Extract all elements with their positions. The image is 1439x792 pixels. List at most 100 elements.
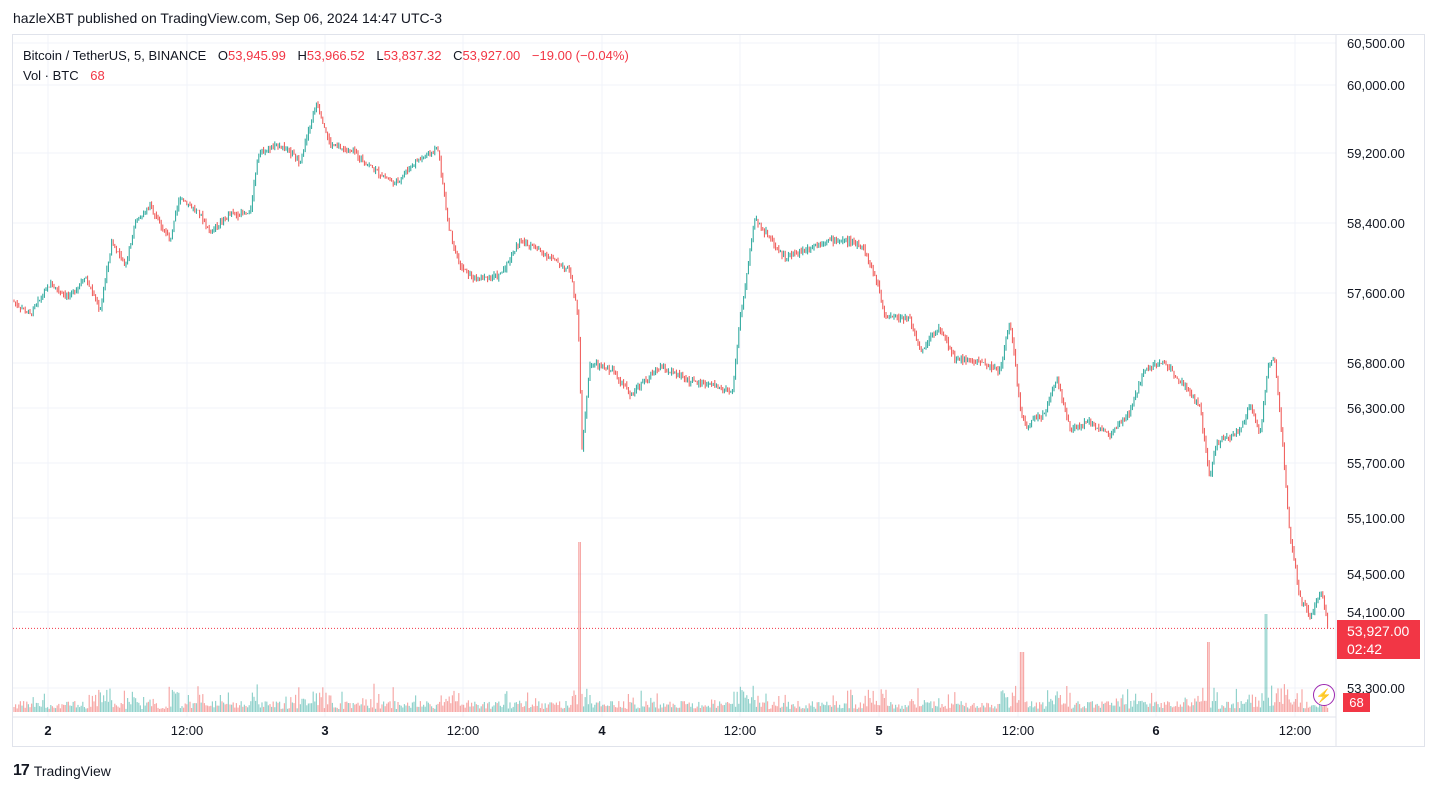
- volume-bar: [1224, 707, 1226, 712]
- volume-bar: [979, 707, 981, 712]
- volume-bar: [496, 703, 498, 712]
- volume-bar: [1120, 698, 1122, 712]
- volume-bar: [1175, 706, 1177, 712]
- footer-brand[interactable]: 17 TradingView: [13, 762, 111, 780]
- volume-bar: [128, 701, 130, 712]
- volume-bar: [205, 705, 207, 712]
- volume-bar: [1197, 695, 1199, 712]
- volume-bar: [885, 689, 887, 712]
- volume-bar: [781, 706, 783, 712]
- volume-bar: [1141, 700, 1143, 712]
- volume-bar: [541, 703, 543, 712]
- volume-bar: [275, 701, 277, 712]
- volume-bar: [1107, 701, 1109, 712]
- time-tick-label: 12:00: [1002, 723, 1035, 738]
- volume-bar: [485, 708, 487, 712]
- symbol-name[interactable]: Bitcoin / TetherUS, 5, BINANCE: [23, 48, 207, 63]
- volume-bar: [383, 701, 385, 712]
- volume-bar: [506, 691, 508, 712]
- volume-bar: [194, 703, 196, 712]
- volume-label[interactable]: Vol · BTC: [23, 68, 79, 83]
- price-tick-label: 57,600.00: [1347, 286, 1405, 301]
- volume-bar: [202, 694, 204, 712]
- volume-bar: [1163, 702, 1165, 712]
- volume-bar: [1235, 688, 1237, 712]
- volume-bar: [768, 709, 770, 712]
- volume-bar: [219, 695, 221, 712]
- volume-bar: [1291, 704, 1293, 712]
- volume-bar: [1143, 702, 1145, 712]
- volume-bar: [759, 702, 761, 712]
- volume-bar: [1064, 703, 1066, 712]
- volume-bar: [619, 706, 621, 712]
- volume-bar: [520, 703, 522, 712]
- volume-bar: [410, 707, 412, 712]
- volume-bar: [1171, 707, 1173, 712]
- volume-bar: [562, 708, 564, 712]
- volume-bar: [528, 708, 530, 712]
- volume-bar: [1267, 697, 1269, 712]
- volume-bar: [954, 692, 956, 712]
- volume-bar: [1179, 704, 1181, 712]
- volume-bar: [631, 702, 633, 712]
- volume-bar: [1288, 699, 1290, 712]
- volume-bar: [235, 703, 237, 712]
- close-label: C: [453, 48, 463, 63]
- volume-bar: [1213, 687, 1215, 712]
- volume-bar: [696, 706, 698, 712]
- volume-bar: [1272, 705, 1274, 712]
- volume-bar: [1029, 706, 1031, 712]
- price-tick-label: 53,300.00: [1347, 681, 1405, 696]
- volume-bar: [843, 703, 845, 712]
- time-tick-label: 12:00: [447, 723, 480, 738]
- publisher-line: hazleXBT published on TradingView.com, S…: [13, 10, 443, 26]
- volume-bar: [722, 705, 724, 712]
- volume-bar: [776, 706, 778, 712]
- volume-bar: [448, 696, 450, 712]
- volume-bar: [651, 702, 653, 712]
- volume-bar: [1034, 706, 1036, 712]
- chart-frame: [12, 34, 1425, 747]
- volume-bar: [240, 701, 242, 712]
- volume-bar: [317, 705, 319, 712]
- volume-bar: [960, 701, 962, 712]
- lightning-icon[interactable]: ⚡: [1313, 684, 1335, 706]
- volume-bar: [208, 706, 210, 712]
- volume-bar: [1099, 707, 1101, 712]
- bar-countdown: 02:42: [1347, 641, 1383, 657]
- volume-bar: [709, 707, 711, 712]
- volume-bar: [1047, 690, 1049, 712]
- volume-bar: [1178, 706, 1180, 712]
- volume-bar: [938, 698, 940, 712]
- volume-bar: [463, 704, 465, 712]
- volume-bar: [557, 705, 559, 712]
- volume-bar: [154, 704, 156, 712]
- volume-bar: [800, 708, 802, 712]
- volume-bar: [111, 700, 113, 712]
- volume-bar: [592, 707, 594, 712]
- volume-bar: [752, 685, 754, 712]
- volume-bar: [711, 699, 713, 712]
- volume-bar: [1216, 692, 1218, 712]
- volume-bar: [255, 700, 257, 712]
- volume-bar: [231, 704, 233, 712]
- volume-bar: [469, 706, 471, 712]
- volume-bar: [1087, 702, 1089, 712]
- volume-bar: [29, 707, 31, 712]
- volume-bar: [861, 708, 863, 712]
- volume-bar: [567, 705, 569, 712]
- volume-bar: [771, 704, 773, 712]
- volume-bar: [1109, 705, 1111, 712]
- volume-bar: [1237, 702, 1239, 712]
- volume-bar: [363, 705, 365, 712]
- volume-bar: [810, 705, 812, 712]
- volume-bar: [991, 704, 993, 712]
- volume-bar: [888, 706, 890, 712]
- volume-bar: [455, 701, 457, 712]
- volume-bar: [1117, 701, 1119, 712]
- price-axis: 60,500.00 60,000.00 59,200.00 58,400.00 57,6…: [1347, 36, 1405, 696]
- volume-bar: [1259, 707, 1261, 712]
- volume-bar: [602, 704, 604, 712]
- volume-bar: [1114, 705, 1116, 712]
